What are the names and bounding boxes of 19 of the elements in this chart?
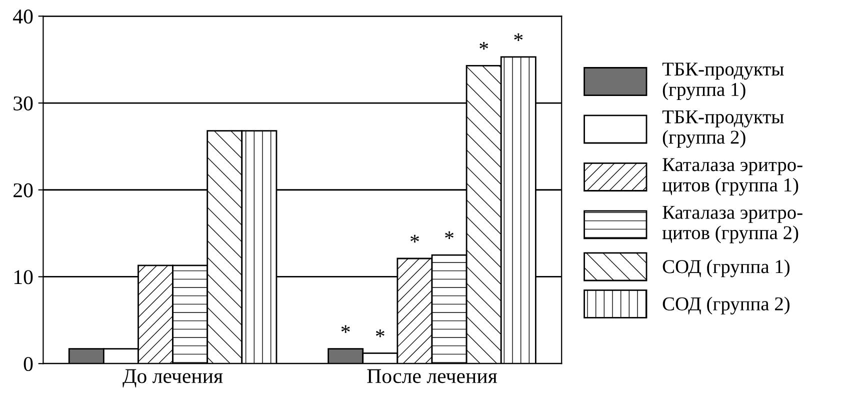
- legend-label: СОД (группа 1): [662, 260, 790, 278]
- data-label: *: [445, 231, 454, 240]
- legend-label: ТБК-продукты (группа 2): [662, 110, 784, 148]
- y-tick-label: 30: [14, 96, 33, 110]
- y-tick-label: 0: [24, 356, 33, 372]
- legend-label: Каталаза эритро- цитов (группа 1): [662, 158, 802, 196]
- y-tick-label: 10: [14, 270, 33, 284]
- legend-label: Каталаза эритро- цитов (группа 2): [662, 206, 802, 244]
- data-label: *: [341, 325, 350, 333]
- y-tick-label: 40: [13, 10, 33, 24]
- y-tick-label: 20: [14, 183, 33, 198]
- x-tick-label: После лечения: [367, 369, 498, 384]
- data-label: *: [376, 330, 384, 338]
- data-label: *: [514, 33, 523, 41]
- data-label: *: [410, 234, 419, 243]
- x-tick-label: До лечения: [122, 369, 223, 388]
- legend-label: ТБК-продукты (группа 1): [662, 62, 784, 100]
- legend-label: СОД (группа 2): [662, 296, 790, 314]
- data-label: *: [480, 42, 488, 50]
